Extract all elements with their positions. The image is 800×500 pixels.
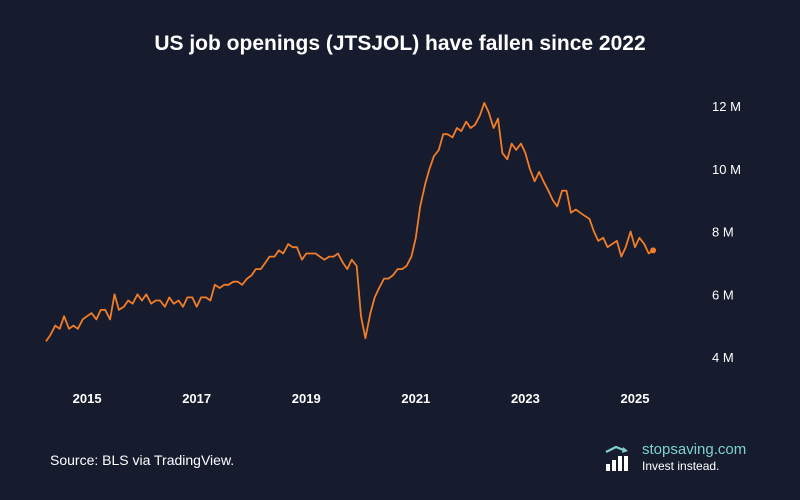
x-tick-label: 2021 [401, 391, 430, 406]
x-tick-label: 2025 [621, 391, 650, 406]
series-line [45, 102, 654, 342]
brand-logo: stopsaving.com Invest instead. [604, 441, 764, 475]
y-tick-label: 6 M [712, 287, 734, 302]
x-tick-label: 2023 [511, 391, 540, 406]
bar-chart-logo-icon [605, 445, 628, 471]
source-note: Source: BLS via TradingView. [50, 452, 235, 468]
chart-title: US job openings (JTSJOL) have fallen sin… [154, 32, 646, 55]
y-tick-label: 8 M [712, 225, 734, 240]
brand-tagline: Invest instead. [642, 459, 720, 473]
x-axis-ticks: 2015 2017 2019 2021 2023 2025 [73, 391, 650, 406]
x-tick-label: 2015 [73, 391, 102, 406]
y-tick-label: 10 M [712, 162, 741, 177]
chart-series [45, 102, 657, 342]
x-tick-label: 2019 [292, 391, 321, 406]
y-axis-ticks: 4 M 6 M 8 M 10 M 12 M [712, 99, 741, 365]
x-tick-label: 2017 [182, 391, 211, 406]
last-point-marker [650, 247, 657, 254]
brand-name: stopsaving.com [642, 441, 747, 458]
y-tick-label: 12 M [712, 99, 741, 114]
y-tick-label: 4 M [712, 350, 734, 365]
